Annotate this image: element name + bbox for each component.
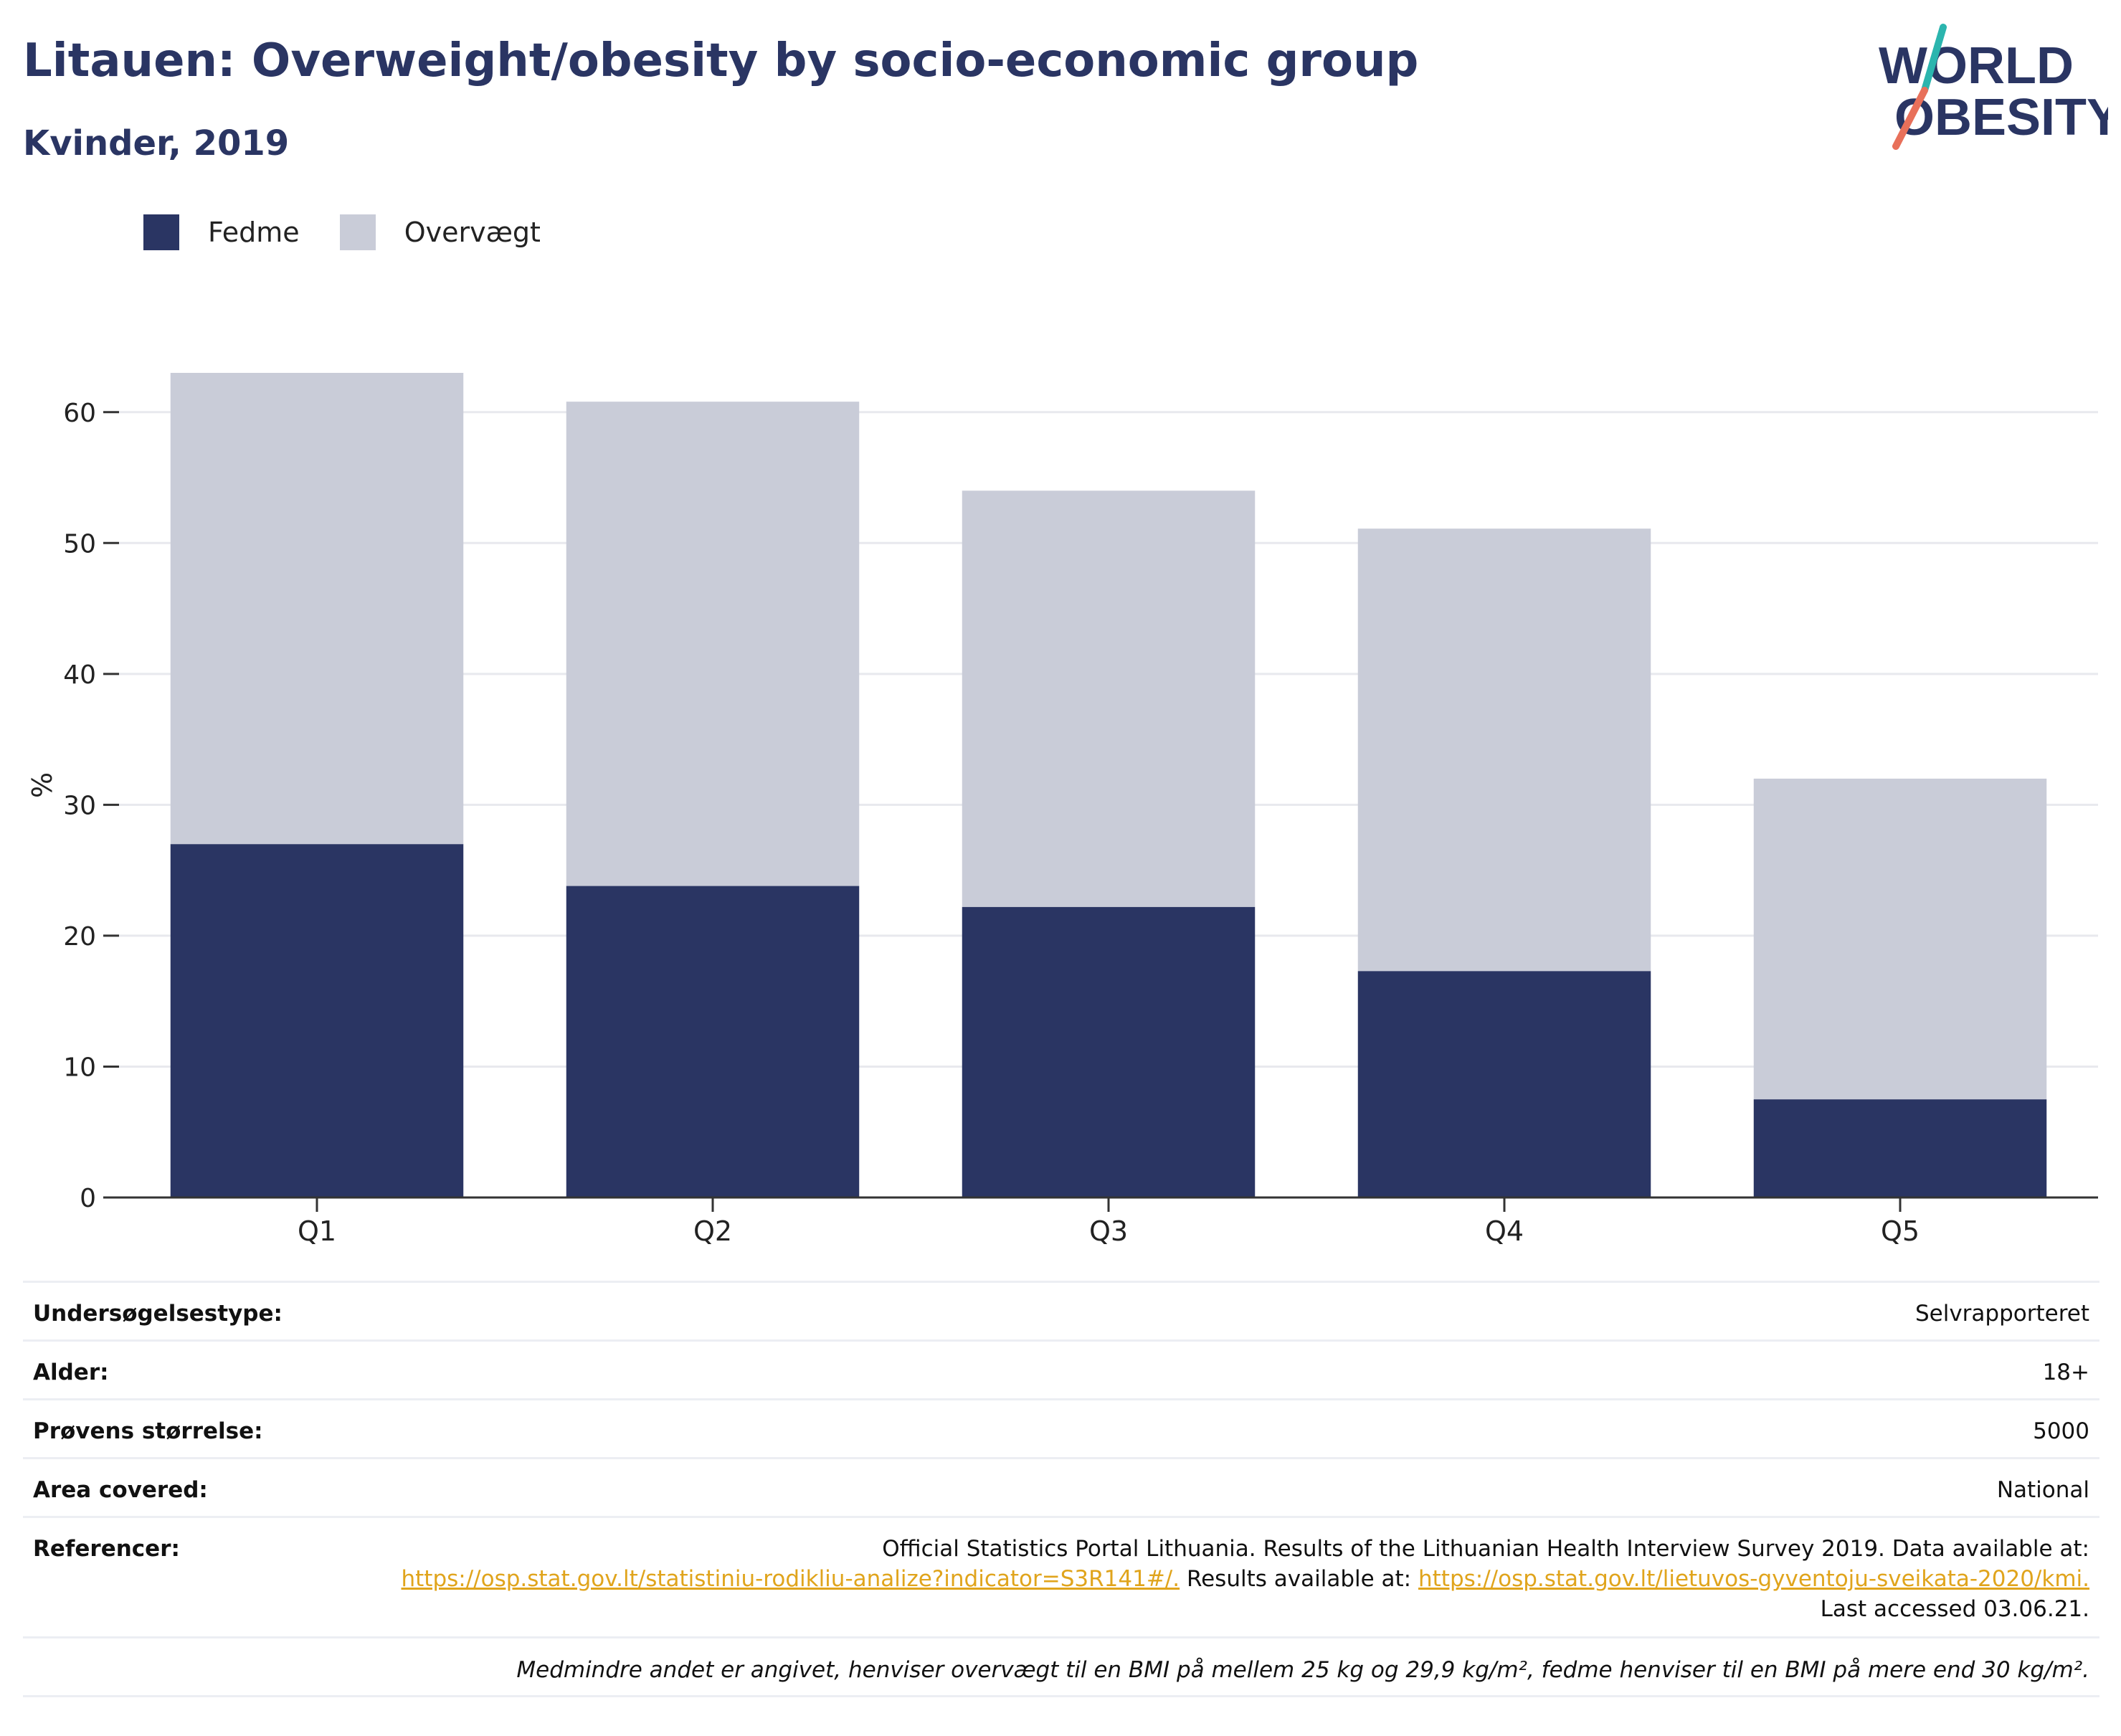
chart-title: Litauen: Overweight/obesity by socio-eco… — [23, 34, 1419, 87]
y-tick-label: 10 — [63, 1053, 96, 1082]
legend-item-overweight[interactable]: Overvægt — [339, 214, 541, 250]
bar-obesity-q1 — [170, 844, 464, 1197]
bar-overweight-q1 — [170, 373, 464, 845]
bar-obesity-q4 — [1357, 971, 1651, 1197]
y-tick-label: 0 — [80, 1184, 96, 1213]
x-tick-label: Q5 — [1881, 1215, 1920, 1247]
chart-subtitle: Kvinder, 2019 — [23, 123, 290, 163]
world-obesity-logo: WORLD OBESITY — [1879, 24, 2108, 150]
y-tick-label: 30 — [63, 791, 96, 820]
bar-overweight-q5 — [1753, 778, 2047, 1100]
x-tick-label: Q1 — [298, 1215, 336, 1247]
svg-text:OBESITY: OBESITY — [1894, 89, 2108, 146]
bar-obesity-q5 — [1753, 1099, 2047, 1197]
info-label-survey-type: Undersøgelsestype: — [33, 1301, 283, 1327]
stacked-bar-chart: 0 10 20 30 40 50 60% Q1 Q2 Q3 Q4 Q5 — [27, 373, 2098, 1247]
info-row-area: Area covered: National — [23, 1459, 2099, 1518]
svg-text:WORLD: WORLD — [1879, 37, 2074, 95]
reference-link-1[interactable]: https://osp.stat.gov.lt/statistiniu-rodi… — [401, 1566, 1180, 1592]
reference-link-2[interactable]: https://osp.stat.gov.lt/lietuvos-gyvento… — [1418, 1566, 2089, 1592]
bar-obesity-q3 — [962, 906, 1256, 1197]
info-label-age: Alder: — [33, 1360, 109, 1385]
y-tick-label: 60 — [63, 399, 96, 428]
legend-swatch-overweight — [339, 214, 376, 250]
reference-text-3: Last accessed 03.06.21. — [1820, 1596, 2089, 1622]
info-value-survey-type: Selvrapporteret — [1914, 1301, 2089, 1327]
bmi-footnote: Medmindre andet er angivet, henviser ove… — [23, 1638, 2099, 1697]
info-row-age: Alder: 18+ — [23, 1342, 2099, 1400]
info-label-area: Area covered: — [33, 1477, 208, 1503]
bar-overweight-q2 — [566, 402, 860, 886]
y-axis-label: % — [27, 772, 58, 798]
bar-overweight-q3 — [962, 490, 1256, 907]
info-row-references: Referencer: Official Statistics Portal L… — [23, 1518, 2099, 1638]
legend-label-obesity: Fedme — [208, 217, 300, 248]
info-value-references: Official Statistics Portal Lithuania. Re… — [383, 1534, 2089, 1624]
y-tick-label: 50 — [63, 529, 96, 559]
info-value-age: 18+ — [2042, 1360, 2089, 1385]
x-tick-label: Q3 — [1089, 1215, 1128, 1247]
info-row-survey-type: Undersøgelsestype: Selvrapporteret — [23, 1283, 2099, 1342]
legend-label-overweight: Overvægt — [404, 217, 541, 248]
y-tick-label: 20 — [63, 922, 96, 952]
reference-text-1: Official Statistics Portal Lithuania. Re… — [882, 1536, 2089, 1562]
info-label-references: Referencer: — [33, 1536, 180, 1562]
info-table: Undersøgelsestype: Selvrapporteret Alder… — [23, 1281, 2099, 1697]
chart-legend: Fedme Overvægt — [143, 212, 581, 252]
reference-text-2: Results available at: — [1180, 1566, 1418, 1592]
y-tick-label: 40 — [63, 660, 96, 690]
info-label-sample-size: Prøvens størrelse: — [33, 1418, 263, 1444]
legend-swatch-obesity — [143, 214, 179, 250]
x-tick-label: Q4 — [1485, 1215, 1524, 1247]
info-row-sample-size: Prøvens størrelse: 5000 — [23, 1400, 2099, 1459]
bar-obesity-q2 — [566, 886, 860, 1197]
info-value-sample-size: 5000 — [2033, 1418, 2089, 1444]
info-value-area: National — [1996, 1477, 2089, 1503]
legend-item-obesity[interactable]: Fedme — [143, 214, 300, 250]
x-tick-label: Q2 — [693, 1215, 732, 1247]
bar-overweight-q4 — [1357, 528, 1651, 972]
